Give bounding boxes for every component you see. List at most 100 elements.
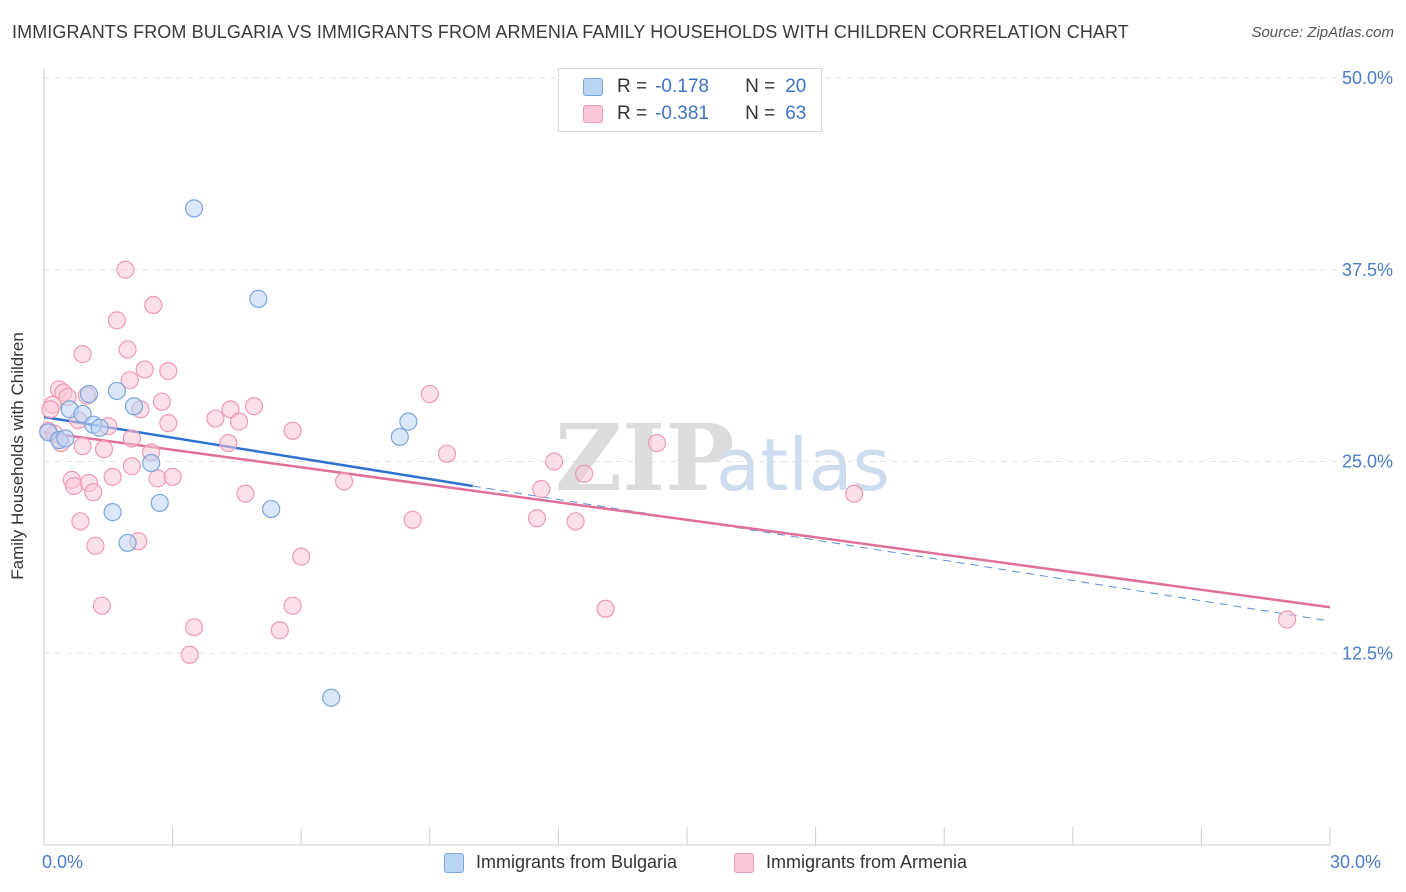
bulgaria-point [399,412,418,431]
armenia-point [163,467,182,486]
bulgaria-r-value: -0.178 [655,76,709,97]
gridlines [44,77,1394,654]
watermark-zip: ZIP [555,404,734,512]
legend-row-bulgaria: R = -0.178 N = 20 [583,75,806,99]
correlation-legend: R = -0.178 N = 20 R = -0.381 N = 63 [558,68,822,132]
armenia-point [575,464,594,483]
legend-row-armenia: R = -0.381 N = 63 [583,102,806,126]
bulgaria-r-label: R = [617,76,648,97]
armenia-point [283,421,302,440]
armenia-point [135,360,154,379]
bulgaria-point [90,418,109,437]
watermark: ZIP atlas [555,404,890,512]
watermark-atlas: atlas [716,423,890,507]
bulgaria-swatch [583,78,603,96]
legend-label-bulgaria: Immigrants from Bulgaria [476,852,678,872]
armenia-point [283,596,302,615]
armenia-point [107,311,126,330]
armenia-point [84,483,103,502]
bulgaria-point [73,404,92,424]
armenia-point [221,400,240,419]
bulgaria-point [118,533,137,552]
armenia-point [566,512,585,531]
armenia-point [545,452,564,471]
bulgaria-point [184,199,204,218]
armenia-point [41,400,60,419]
armenia-point [270,621,289,640]
armenia-point [647,433,667,453]
x-tick-label-max: 30.0% [1330,852,1382,872]
bulgaria-point [107,381,126,401]
bulgaria-point [142,453,161,473]
armenia-point [116,260,135,279]
armenia-point [118,340,137,359]
armenia-n-label: N = [745,103,776,124]
armenia-point [92,596,111,615]
armenia-r-label: R = [617,103,648,124]
x-tick-label-min: 0.0% [42,852,84,872]
bulgaria-n-label: N = [745,76,776,97]
armenia-point [86,536,105,555]
armenia-point [403,510,422,529]
armenia-point [64,476,84,496]
armenia-point [845,484,864,503]
source-credit: Source: ZipAtlas.com [1251,24,1394,41]
y-tick-label: 25.0% [1342,452,1393,472]
armenia-trend-line [43,431,1331,609]
armenia-point [420,384,439,404]
armenia-point [180,645,199,664]
armenia-point [73,345,92,364]
bulgaria-point [150,493,169,513]
bulgaria-trend-extension [472,485,1331,622]
y-tick-label: 37.5% [1342,260,1393,280]
armenia-point [1278,610,1297,629]
bulgaria-point [56,429,75,448]
armenia-point [244,397,264,416]
bulgaria-n-value: 20 [785,76,807,97]
armenia-point [159,361,178,381]
y-axis-label: Family Households with Children [8,332,27,580]
armenia-point [73,437,92,456]
armenia-point [184,618,204,637]
y-tick-label: 12.5% [1342,643,1393,663]
armenia-point [236,484,255,503]
armenia-point [71,512,90,531]
series-legend: Immigrants from Bulgaria Immigrants from… [0,852,1406,878]
armenia-point [148,469,167,488]
bulgaria-point [322,688,341,707]
y-tick-label: 50.0% [1342,68,1393,88]
armenia-n-value: 63 [785,103,807,124]
legend-label-armenia: Immigrants from Armenia [766,852,968,872]
armenia-point [144,295,163,315]
axes [43,68,1331,846]
legend-item-armenia: Immigrants from Armenia [734,852,967,873]
armenia-point [527,509,547,528]
armenia-point [532,480,551,499]
armenia-point [159,414,178,433]
armenia-point [122,457,141,476]
bulgaria-point [390,427,409,447]
armenia-point [206,409,225,428]
armenia-point [219,433,238,453]
bulgaria-point [103,503,122,522]
armenia-r-value: -0.381 [655,103,709,124]
armenia-point [152,392,171,411]
armenia-swatch [583,105,603,123]
data-points [39,199,1297,707]
armenia-point [334,472,354,491]
y-tick-labels: 12.5% 25.0% 37.5% 50.0% [1342,68,1393,663]
armenia-point [596,599,615,618]
bulgaria-point [79,384,99,404]
armenia-point [437,444,457,463]
armenia-point [292,547,311,566]
chart-title: IMMIGRANTS FROM BULGARIA VS IMMIGRANTS F… [12,22,1129,42]
legend-swatch-bulgaria [444,852,464,873]
armenia-point [103,467,122,486]
armenia-point [229,412,249,431]
legend-item-bulgaria: Immigrants from Bulgaria [444,852,677,873]
legend-swatch-armenia [734,852,754,873]
bulgaria-point [262,499,281,519]
bulgaria-point [249,289,268,308]
armenia-point [94,440,114,459]
